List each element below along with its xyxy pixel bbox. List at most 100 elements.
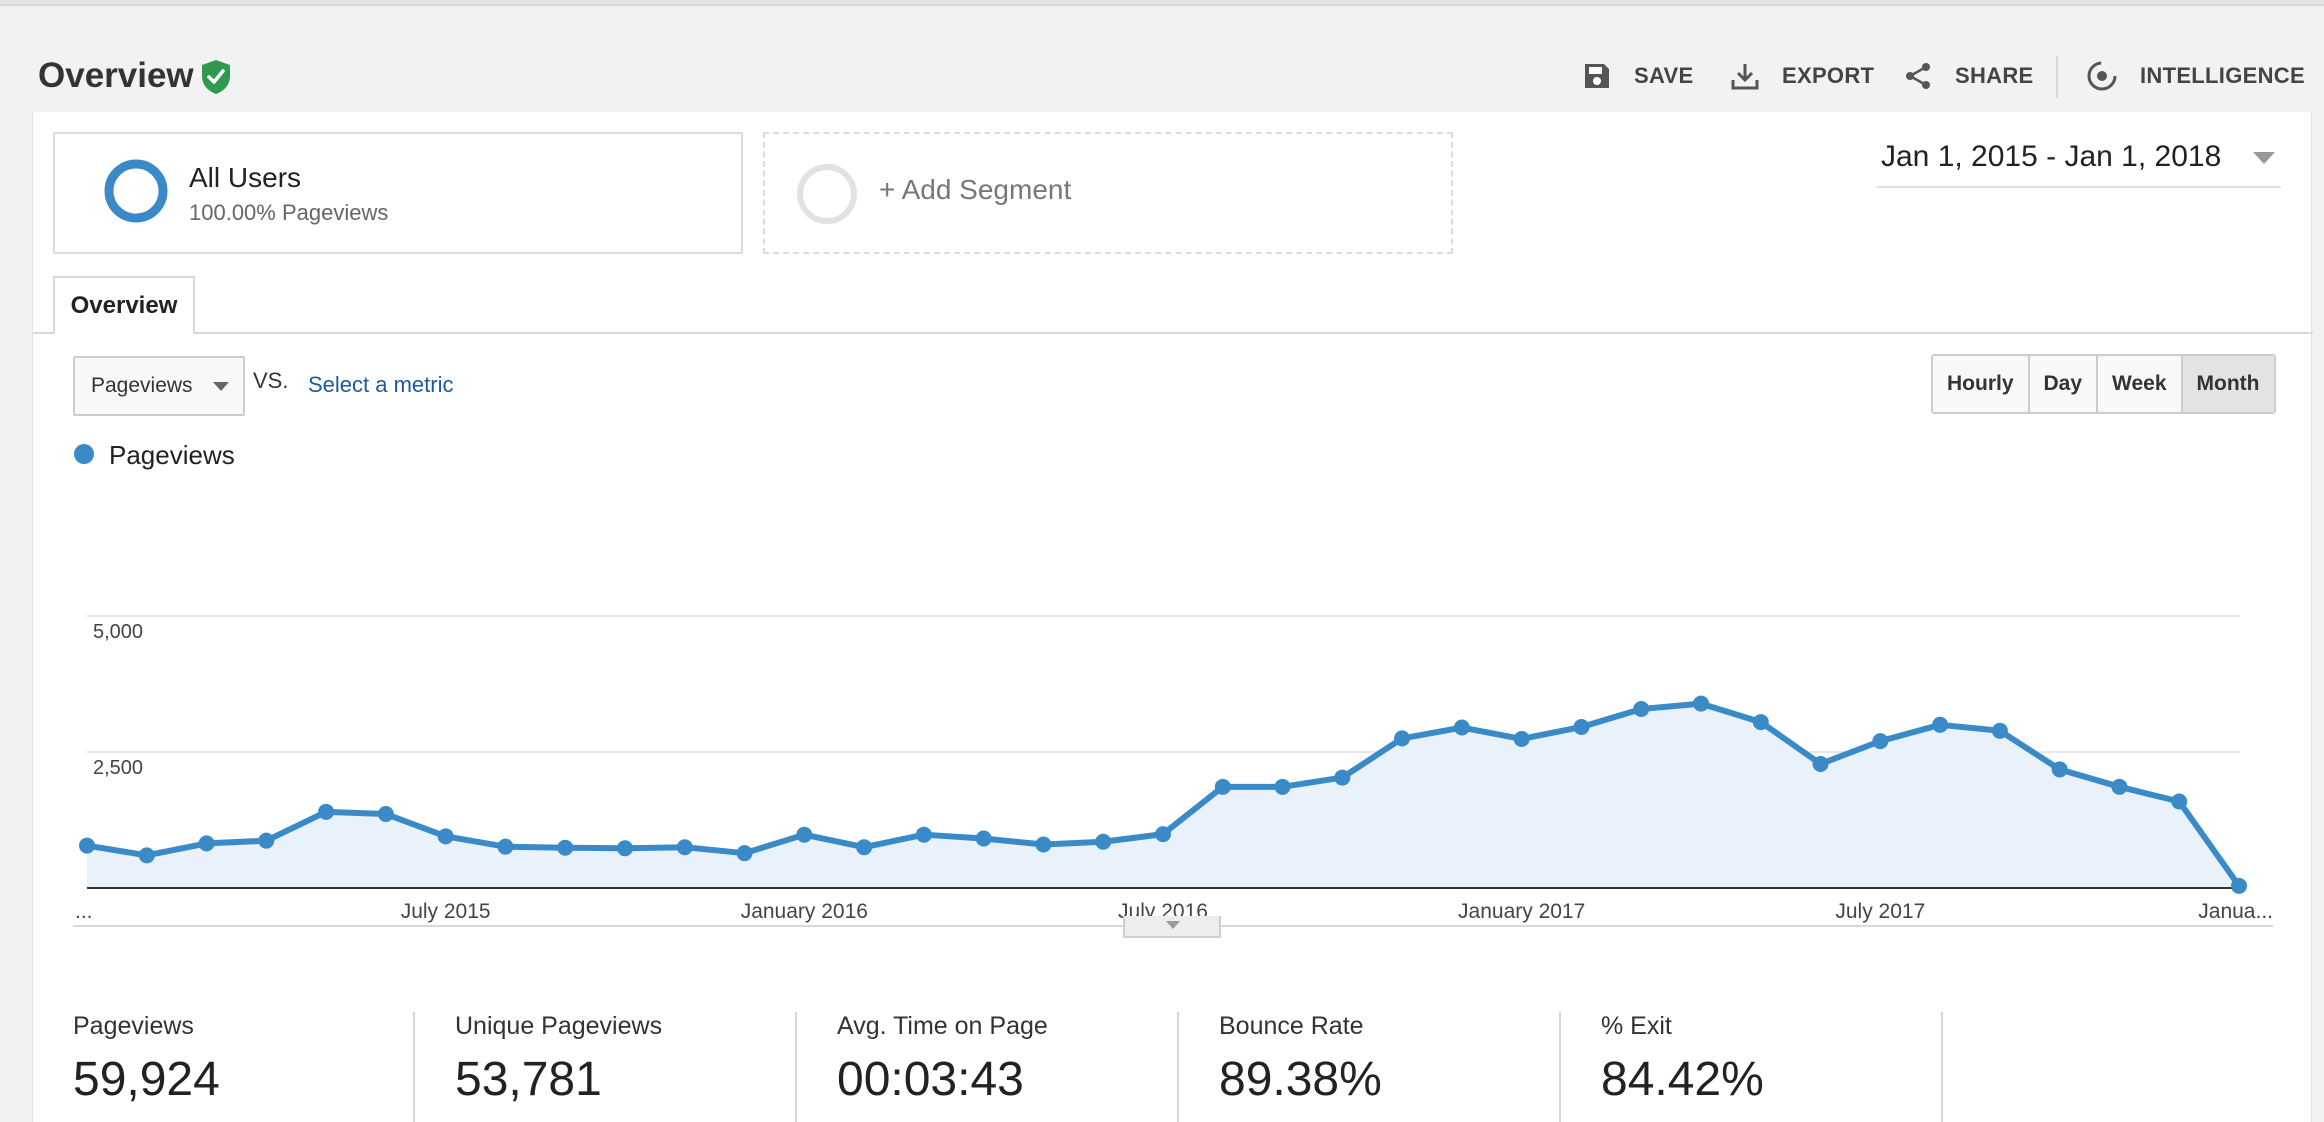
scorecard-value: 59,924 (73, 1053, 220, 1106)
data-point[interactable] (318, 803, 335, 820)
scorecard-bounce-rate[interactable]: Bounce Rate 89.38% (1179, 902, 1561, 1122)
save-label: SAVE (1634, 63, 1694, 88)
x-tick-label: ... (75, 900, 93, 923)
x-tick-label: January 2017 (1458, 900, 1585, 923)
tab-overview[interactable]: Overview (53, 276, 195, 334)
metric-dropdown[interactable]: Pageviews (73, 356, 245, 416)
save-button[interactable]: SAVE (1582, 56, 1693, 96)
x-tick-label: July 2015 (401, 900, 491, 923)
data-point[interactable] (617, 840, 633, 857)
legend-swatch (74, 444, 94, 464)
data-point[interactable] (2171, 793, 2188, 810)
segment-subtitle: 100.00% Pageviews (189, 200, 389, 225)
data-point[interactable] (437, 828, 454, 845)
data-point[interactable] (1155, 826, 1171, 843)
scorecard-sparkline (73, 1112, 413, 1122)
share-button[interactable]: SHARE (1903, 56, 2034, 96)
data-point[interactable] (79, 837, 95, 854)
scorecard-value: 00:03:43 (837, 1053, 1024, 1106)
scorecard-divider (1177, 1012, 1179, 1122)
data-point[interactable] (557, 839, 574, 856)
export-button[interactable]: EXPORT (1730, 56, 1874, 96)
segment-all-users[interactable]: All Users 100.00% Pageviews (53, 132, 743, 254)
data-point[interactable] (915, 826, 932, 843)
data-point[interactable] (1394, 730, 1411, 747)
scorecard-sparkline (1601, 1112, 1941, 1122)
data-point[interactable] (138, 847, 155, 864)
report-panel: All Users 100.00% Pageviews + Add Segmen… (32, 112, 2313, 1122)
data-point[interactable] (1214, 778, 1231, 795)
select-metric-link[interactable]: Select a metric (308, 372, 454, 397)
scorecard-divider (1559, 1012, 1561, 1122)
scorecard-label: Bounce Rate (1219, 1012, 1364, 1040)
scorecard-label: Pageviews (73, 1012, 194, 1040)
chart-collapse-toggle[interactable] (1123, 916, 1221, 938)
scorecard-label: % Exit (1601, 1012, 1672, 1040)
data-point[interactable] (1932, 716, 1949, 733)
scorecard-exit-rate[interactable]: % Exit 84.42% (1561, 902, 1943, 1122)
data-point[interactable] (198, 835, 215, 852)
scorecard-avg-time-on-page[interactable]: Avg. Time on Page 00:03:43 (797, 902, 1179, 1122)
data-point[interactable] (736, 845, 753, 862)
date-range-picker[interactable]: Jan 1, 2015 - Jan 1, 2018 (1877, 140, 2281, 188)
data-point[interactable] (1274, 778, 1291, 795)
date-range-label: Jan 1, 2015 - Jan 1, 2018 (1881, 140, 2222, 173)
x-tick-label: January 2016 (741, 900, 868, 923)
data-point[interactable] (1453, 719, 1470, 736)
data-point[interactable] (2111, 778, 2128, 795)
y-tick-label: 5,000 (93, 621, 143, 643)
data-point[interactable] (796, 826, 813, 843)
data-point[interactable] (1693, 695, 1709, 712)
period-month-button[interactable]: Month (2180, 356, 2274, 412)
download-icon (1731, 64, 1759, 90)
period-week-button[interactable]: Week (2096, 356, 2181, 412)
scorecard-pageviews[interactable]: Pageviews 59,924 (33, 902, 415, 1122)
scorecard-unique-pageviews[interactable]: Unique Pageviews 53,781 (415, 902, 797, 1122)
chevron-down-icon (2253, 152, 2275, 164)
data-point[interactable] (1872, 733, 1889, 750)
data-point[interactable] (975, 830, 992, 847)
data-point[interactable] (2051, 761, 2068, 778)
segment-donut-icon (104, 159, 168, 223)
legend-label: Pageviews (109, 440, 235, 470)
y-tick-label: 2,500 (93, 757, 143, 779)
data-point[interactable] (1991, 722, 2008, 739)
data-point[interactable] (1812, 755, 1829, 772)
x-tick-label: Janua... (2198, 900, 2273, 923)
intelligence-icon (2087, 61, 2117, 91)
scorecard-value: 89.38% (1219, 1053, 1382, 1106)
add-segment-label: + Add Segment (879, 174, 1072, 205)
scorecard-label: Avg. Time on Page (837, 1012, 1048, 1040)
scorecard-divider (1941, 1012, 1943, 1122)
period-hourly-button[interactable]: Hourly (1933, 356, 2028, 412)
data-point[interactable] (377, 806, 394, 823)
data-point[interactable] (856, 839, 873, 856)
page-title: Overview (38, 56, 194, 95)
chevron-down-icon (1166, 921, 1180, 929)
data-point[interactable] (497, 838, 514, 855)
x-tick-label: July 2017 (1835, 900, 1925, 923)
add-segment-button[interactable]: + Add Segment (763, 132, 1453, 254)
data-point[interactable] (1573, 718, 1590, 735)
data-point[interactable] (1334, 769, 1351, 786)
top-edge (0, 0, 2324, 6)
data-point[interactable] (258, 832, 275, 849)
intelligence-label: INTELLIGENCE (2140, 63, 2305, 88)
intelligence-button[interactable]: INTELLIGENCE (2086, 56, 2305, 96)
data-point[interactable] (1035, 836, 1052, 853)
tab-bar-line (33, 332, 2313, 334)
data-point[interactable] (1752, 714, 1769, 731)
pageviews-chart: 5,000 2,500... July 2015 January 2016 July 2… (73, 615, 2273, 927)
scorecard-sparkline (837, 1112, 1177, 1122)
data-point[interactable] (1633, 701, 1650, 718)
data-point[interactable] (1095, 833, 1112, 850)
metric-dropdown-value: Pageviews (91, 374, 193, 397)
data-point[interactable] (676, 839, 693, 856)
export-label: EXPORT (1782, 63, 1875, 88)
period-day-button[interactable]: Day (2027, 356, 2097, 412)
save-icon (1585, 64, 1609, 88)
data-point[interactable] (2231, 877, 2247, 894)
series-area (87, 703, 2239, 888)
data-point[interactable] (1513, 730, 1530, 747)
scorecard-label: Unique Pageviews (455, 1012, 663, 1040)
